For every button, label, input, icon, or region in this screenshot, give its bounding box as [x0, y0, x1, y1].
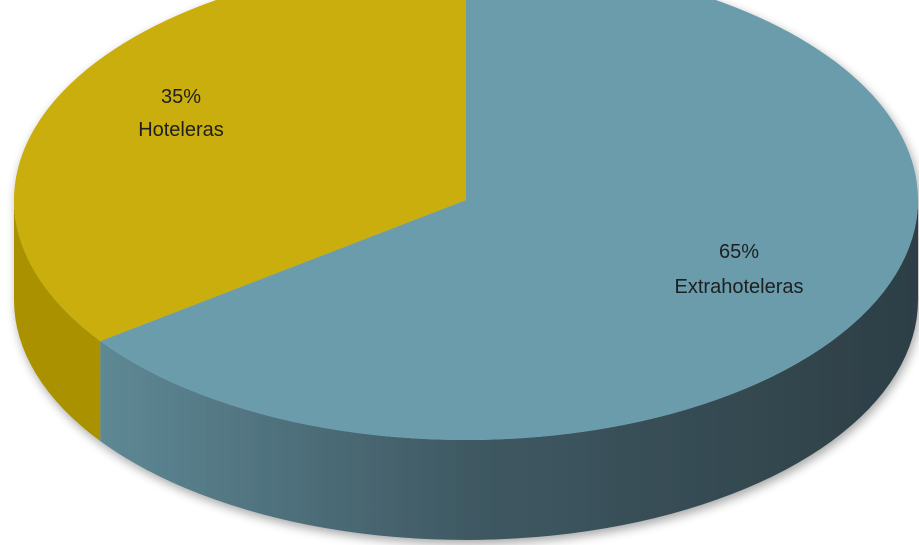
data-label-hoteleras-name: Hoteleras: [138, 119, 224, 141]
pie-side-hoteleras: [13, 200, 101, 442]
pie-slice-extrahoteleras: [100, 0, 918, 440]
pie-slice-hoteleras: [14, 0, 466, 342]
pie-group: [13, 0, 918, 541]
data-label-hoteleras-percent: 35%: [161, 86, 201, 108]
pie-side-extrahoteleras: [100, 200, 918, 541]
data-label-extrahoteleras-name: Extrahoteleras: [675, 276, 804, 298]
data-label-extrahoteleras-percent: 65%: [719, 241, 759, 263]
